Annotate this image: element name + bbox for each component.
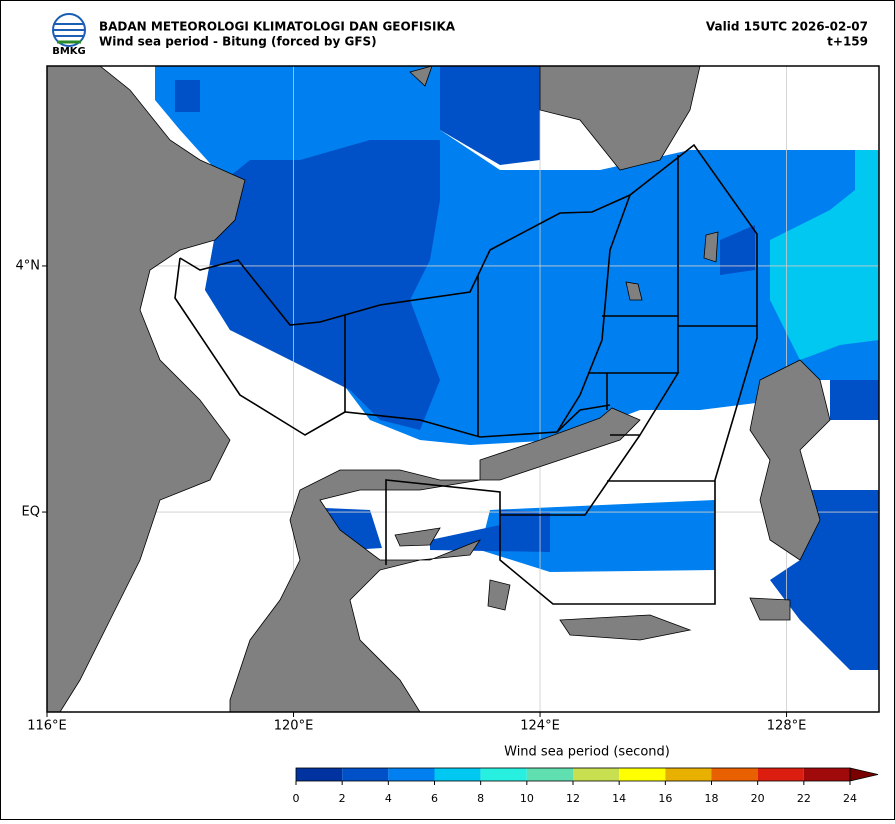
colorbar-segment (296, 768, 343, 781)
colorbar-segment (757, 768, 804, 781)
zones (174, 143, 758, 605)
colorbar-tick-label: 14 (612, 792, 626, 805)
x-tick-label: 124°E (520, 719, 560, 734)
y-tick-label: EQ (22, 505, 40, 520)
colorbar: 0 2 4 6 8 10 12 14 16 18 20 22 24 (293, 767, 879, 805)
axes: 116°E 120°E 124°E 128°E 4°N EQ (16, 258, 807, 733)
colorbar-tick-label: 18 (705, 792, 719, 805)
colorbar-tick-label: 16 (658, 792, 672, 805)
colorbar-segment (388, 768, 435, 781)
subtitle: Wind sea period - Bitung (forced by GFS) (99, 35, 377, 49)
logo-text: BMKG (52, 46, 86, 57)
colorbar-tick-label: 8 (477, 792, 484, 805)
colorbar-segment (526, 768, 573, 781)
map-border (46, 65, 880, 713)
colorbar-label: Wind sea period (second) (504, 745, 670, 760)
forecast-step: t+159 (827, 35, 868, 49)
valid-time: Valid 15UTC 2026-02-07 (706, 20, 868, 34)
x-tick-label: 116°E (27, 719, 67, 734)
colorbar-tick-label: 24 (843, 792, 857, 805)
map (47, 66, 879, 712)
colorbar-segment (480, 768, 527, 781)
colorbar-segment (711, 768, 758, 781)
x-tick-label: 120°E (274, 719, 314, 734)
colorbar-tick-label: 6 (431, 792, 438, 805)
colorbar-tick-label: 20 (751, 792, 765, 805)
colorbar-tick-label: 22 (797, 792, 811, 805)
wave-field (155, 66, 879, 670)
colorbar-segment (342, 768, 389, 781)
colorbar-segment (803, 768, 850, 781)
colorbar-tick-label: 0 (293, 792, 300, 805)
land (47, 66, 831, 712)
colorbar-segment (665, 768, 712, 781)
colorbar-tick-label: 4 (385, 792, 392, 805)
colorbar-tick-label: 10 (520, 792, 534, 805)
logo: BMKG (52, 13, 86, 57)
y-tick-label: 4°N (16, 258, 41, 273)
org-title: BADAN METEOROLOGI KLIMATOLOGI DAN GEOFIS… (99, 20, 456, 34)
colorbar-tick-label: 2 (339, 792, 346, 805)
colorbar-tick-label: 12 (566, 792, 580, 805)
colorbar-segment (434, 768, 481, 781)
x-tick-label: 128°E (767, 719, 807, 734)
colorbar-segment (573, 768, 620, 781)
colorbar-segment (619, 768, 666, 781)
